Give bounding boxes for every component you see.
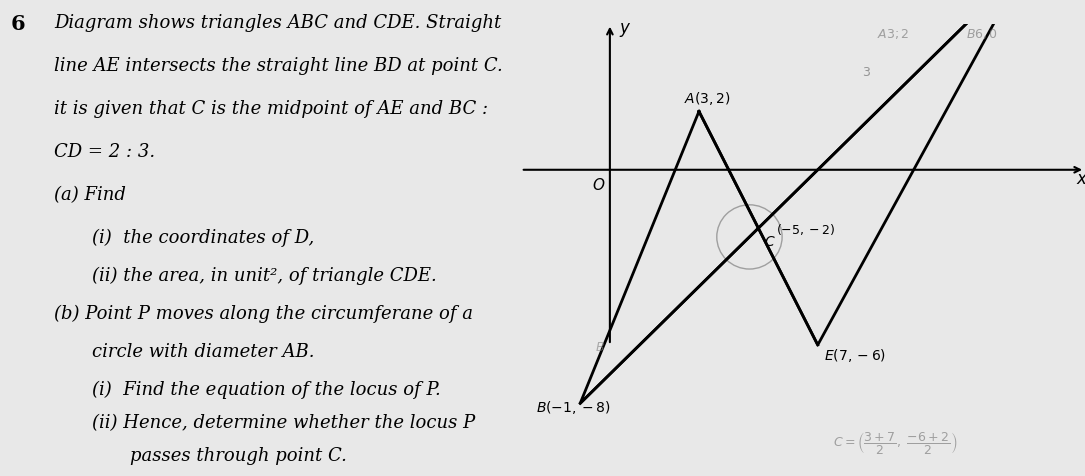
- Text: $B(-1, -8)$: $B(-1, -8)$: [536, 399, 610, 416]
- Text: $y$: $y$: [618, 20, 631, 39]
- Text: $B$: $B$: [595, 341, 604, 354]
- Text: (a) Find: (a) Find: [54, 186, 126, 204]
- Text: circle with diameter AB.: circle with diameter AB.: [92, 343, 315, 361]
- Text: line AE intersects the straight line BD at point C.: line AE intersects the straight line BD …: [54, 57, 503, 75]
- Text: CD = 2 : 3.: CD = 2 : 3.: [54, 143, 155, 161]
- Text: $A3; 2$: $A3; 2$: [877, 28, 909, 41]
- Text: $E(7, -6)$: $E(7, -6)$: [824, 347, 885, 364]
- Text: (i)  Find the equation of the locus of P.: (i) Find the equation of the locus of P.: [92, 381, 441, 399]
- Text: $x$: $x$: [1076, 171, 1085, 188]
- Text: $O$: $O$: [592, 177, 605, 193]
- Text: Diagram shows triangles ABC and CDE. Straight: Diagram shows triangles ABC and CDE. Str…: [54, 14, 501, 32]
- Text: it is given that C is the midpoint of AE and BC :: it is given that C is the midpoint of AE…: [54, 100, 488, 118]
- Text: $A(3, 2)$: $A(3, 2)$: [685, 89, 730, 107]
- Text: $(-5, -2)$: $(-5, -2)$: [776, 222, 835, 237]
- Text: $3$: $3$: [863, 66, 871, 79]
- Text: (b) Point P moves along the circumferane of a: (b) Point P moves along the circumferane…: [54, 305, 473, 323]
- Text: 6: 6: [11, 14, 25, 34]
- Text: passes through point C.: passes through point C.: [130, 447, 347, 466]
- Text: (ii) the area, in unit², of triangle CDE.: (ii) the area, in unit², of triangle CDE…: [92, 267, 437, 285]
- Text: $C$: $C$: [764, 235, 776, 248]
- Text: (i)  the coordinates of D,: (i) the coordinates of D,: [92, 228, 315, 247]
- Text: $C = \left(\dfrac{3+7}{2},\ \dfrac{-6+2}{2}\right)$: $C = \left(\dfrac{3+7}{2},\ \dfrac{-6+2}…: [832, 430, 957, 456]
- Text: $B6, 0$: $B6, 0$: [967, 28, 998, 41]
- Text: (ii) Hence, determine whether the locus P: (ii) Hence, determine whether the locus …: [92, 414, 475, 432]
